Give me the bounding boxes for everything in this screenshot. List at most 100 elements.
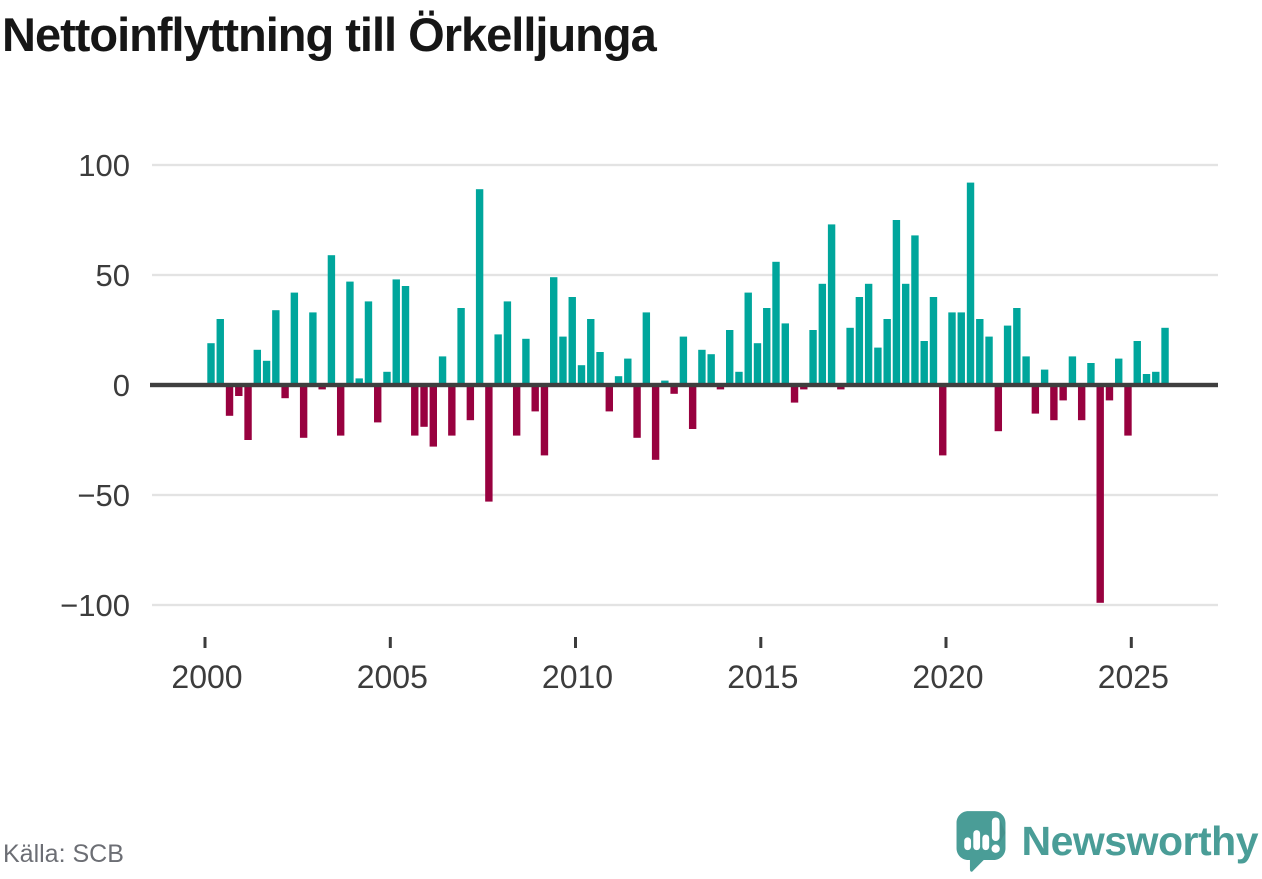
bar-2022Q2 bbox=[1031, 385, 1040, 414]
bar-2008Q1 bbox=[503, 301, 512, 385]
bar-2019Q1 bbox=[911, 235, 919, 385]
bar-2013Q4 bbox=[716, 385, 725, 390]
bar-2021Q1 bbox=[985, 336, 993, 385]
x-axis-tick-2015 bbox=[759, 637, 763, 648]
x-axis-label: 2005 bbox=[357, 659, 428, 695]
y-axis-label: 50 bbox=[96, 258, 130, 293]
bar-2017Q2 bbox=[846, 327, 854, 385]
bar-2010Q4 bbox=[605, 385, 613, 412]
zero-line bbox=[150, 382, 1218, 388]
bar-2001Q1 bbox=[244, 385, 252, 440]
bar-2004Q4 bbox=[383, 371, 391, 385]
x-axis-tick-2025 bbox=[1129, 637, 1133, 648]
bar-2003Q4 bbox=[346, 281, 354, 385]
bar-2022Q3 bbox=[1040, 369, 1049, 385]
newsworthy-logo: Newsworthy bbox=[952, 808, 1259, 874]
bar-2005Q1 bbox=[392, 279, 400, 385]
bar-2019Q2 bbox=[920, 341, 928, 385]
bar-2002Q2 bbox=[290, 292, 299, 385]
bar-2025Q4 bbox=[1161, 327, 1169, 385]
bar-2020Q2 bbox=[957, 312, 965, 385]
gridline--50 bbox=[152, 493, 1218, 497]
bar-2007Q3 bbox=[485, 385, 493, 502]
bar-2024Q3 bbox=[1115, 358, 1123, 385]
bar-2005Q3 bbox=[411, 385, 419, 436]
bar-2002Q3 bbox=[299, 385, 308, 438]
bar-2024Q4 bbox=[1124, 385, 1132, 436]
bar-2015Q4 bbox=[790, 385, 799, 403]
logo-bar-mid-icon bbox=[981, 834, 989, 851]
bar-2018Q4 bbox=[901, 283, 910, 385]
bar-2000Q3 bbox=[225, 385, 234, 416]
bar-2012Q4 bbox=[679, 336, 688, 385]
bar-2010Q1 bbox=[577, 365, 586, 385]
x-axis-label: 2010 bbox=[542, 659, 613, 695]
bar-2018Q3 bbox=[892, 220, 901, 385]
bar-2001Q3 bbox=[262, 360, 271, 385]
bar-2010Q2 bbox=[587, 319, 595, 385]
y-axis-label: 0 bbox=[113, 368, 130, 403]
bar-2012Q1 bbox=[651, 385, 660, 460]
bar-2005Q2 bbox=[401, 286, 410, 385]
x-axis-tick-2005 bbox=[388, 637, 392, 648]
bar-2013Q3 bbox=[707, 354, 715, 385]
bar-2004Q2 bbox=[364, 301, 373, 385]
bar-2014Q3 bbox=[744, 292, 752, 385]
x-axis-label: 2020 bbox=[912, 659, 983, 695]
bar-2018Q2 bbox=[883, 319, 891, 385]
logo-bar-small-icon bbox=[963, 837, 971, 851]
y-axis-label: 100 bbox=[78, 148, 130, 183]
y-axis-label: −100 bbox=[60, 588, 130, 623]
bar-2009Q2 bbox=[550, 277, 558, 385]
bar-2015Q3 bbox=[781, 323, 789, 385]
bar-2021Q4 bbox=[1013, 308, 1021, 385]
bar-2008Q2 bbox=[512, 385, 521, 436]
bar-2025Q1 bbox=[1133, 341, 1141, 385]
bar-2018Q1 bbox=[874, 347, 882, 385]
bar-2001Q2 bbox=[253, 349, 262, 385]
newsworthy-logo-text: Newsworthy bbox=[1021, 817, 1259, 864]
bar-2004Q3 bbox=[374, 385, 382, 423]
bar-2003Q2 bbox=[327, 255, 336, 385]
bar-2020Q3 bbox=[966, 182, 975, 385]
x-axis-label: 2000 bbox=[171, 659, 242, 695]
y-axis-label: −50 bbox=[77, 478, 130, 513]
logo-fold-shade bbox=[999, 818, 1005, 843]
bar-2017Q3 bbox=[855, 297, 864, 385]
bar-2006Q2 bbox=[438, 356, 447, 385]
bar-2002Q4 bbox=[309, 312, 317, 385]
bar-2009Q3 bbox=[559, 336, 567, 385]
bar-2007Q1 bbox=[466, 385, 475, 421]
bar-2017Q1 bbox=[837, 385, 845, 390]
x-axis-label: 2015 bbox=[727, 659, 798, 695]
bar-2009Q4 bbox=[568, 297, 576, 385]
bar-2017Q4 bbox=[864, 283, 873, 385]
bar-2013Q2 bbox=[698, 349, 706, 385]
bar-2006Q1 bbox=[429, 385, 437, 447]
bar-2024Q2 bbox=[1105, 385, 1114, 401]
bar-2003Q1 bbox=[318, 385, 326, 390]
x-axis-tick-2010 bbox=[574, 637, 577, 648]
bar-2016Q3 bbox=[818, 283, 827, 385]
bar-2014Q2 bbox=[735, 371, 743, 385]
bar-2016Q1 bbox=[800, 385, 808, 390]
bar-2000Q4 bbox=[235, 385, 243, 396]
bar-2016Q4 bbox=[827, 224, 836, 385]
bar-2015Q1 bbox=[763, 308, 771, 385]
bar-2001Q4 bbox=[272, 310, 280, 385]
bar-2000Q1 bbox=[207, 343, 215, 385]
bar-2014Q4 bbox=[753, 343, 762, 385]
bar-2004Q1 bbox=[355, 378, 363, 385]
bar-2022Q1 bbox=[1022, 356, 1030, 385]
bar-2023Q2 bbox=[1068, 356, 1077, 385]
x-axis-tick-2000 bbox=[203, 637, 207, 648]
logo-bar-tall-icon bbox=[972, 830, 980, 851]
bar-2023Q1 bbox=[1059, 385, 1067, 401]
bar-2014Q1 bbox=[726, 330, 734, 385]
bar-2019Q3 bbox=[929, 297, 938, 385]
bar-2012Q3 bbox=[670, 385, 678, 394]
bar-2021Q3 bbox=[1003, 325, 1012, 385]
bar-2022Q4 bbox=[1050, 385, 1058, 421]
bar-2024Q1 bbox=[1096, 385, 1104, 603]
